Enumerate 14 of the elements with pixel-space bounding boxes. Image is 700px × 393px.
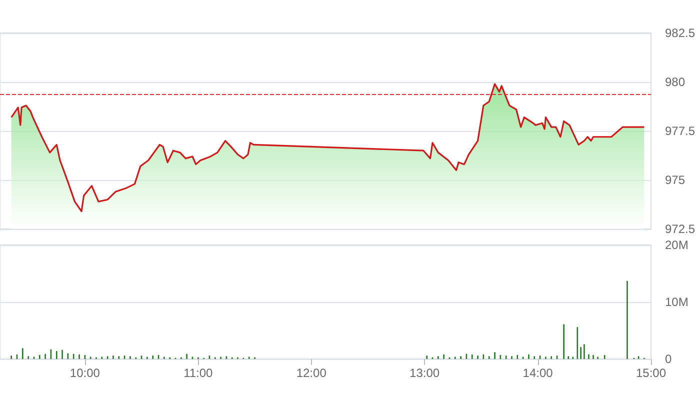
x-tick-label: 15:00 [636,366,666,380]
x-tick-label: 14:00 [522,366,554,380]
y-tick-label: 977.5 [665,124,696,138]
y-tick-label: 972.5 [665,222,696,236]
y-tick-label: 10M [665,295,688,309]
y-tick-label: 0 [665,352,672,366]
x-tick-label: 13:00 [410,366,440,380]
x-tick-label: 11:00 [184,366,214,380]
x-tick-label: 10:00 [70,366,100,380]
x-tick-label: 12:00 [296,366,327,380]
y-tick-label: 975 [665,173,686,187]
y-tick-label: 982.5 [665,26,696,40]
y-tick-label: 980 [665,75,686,89]
y-tick-label: 20M [665,238,688,252]
